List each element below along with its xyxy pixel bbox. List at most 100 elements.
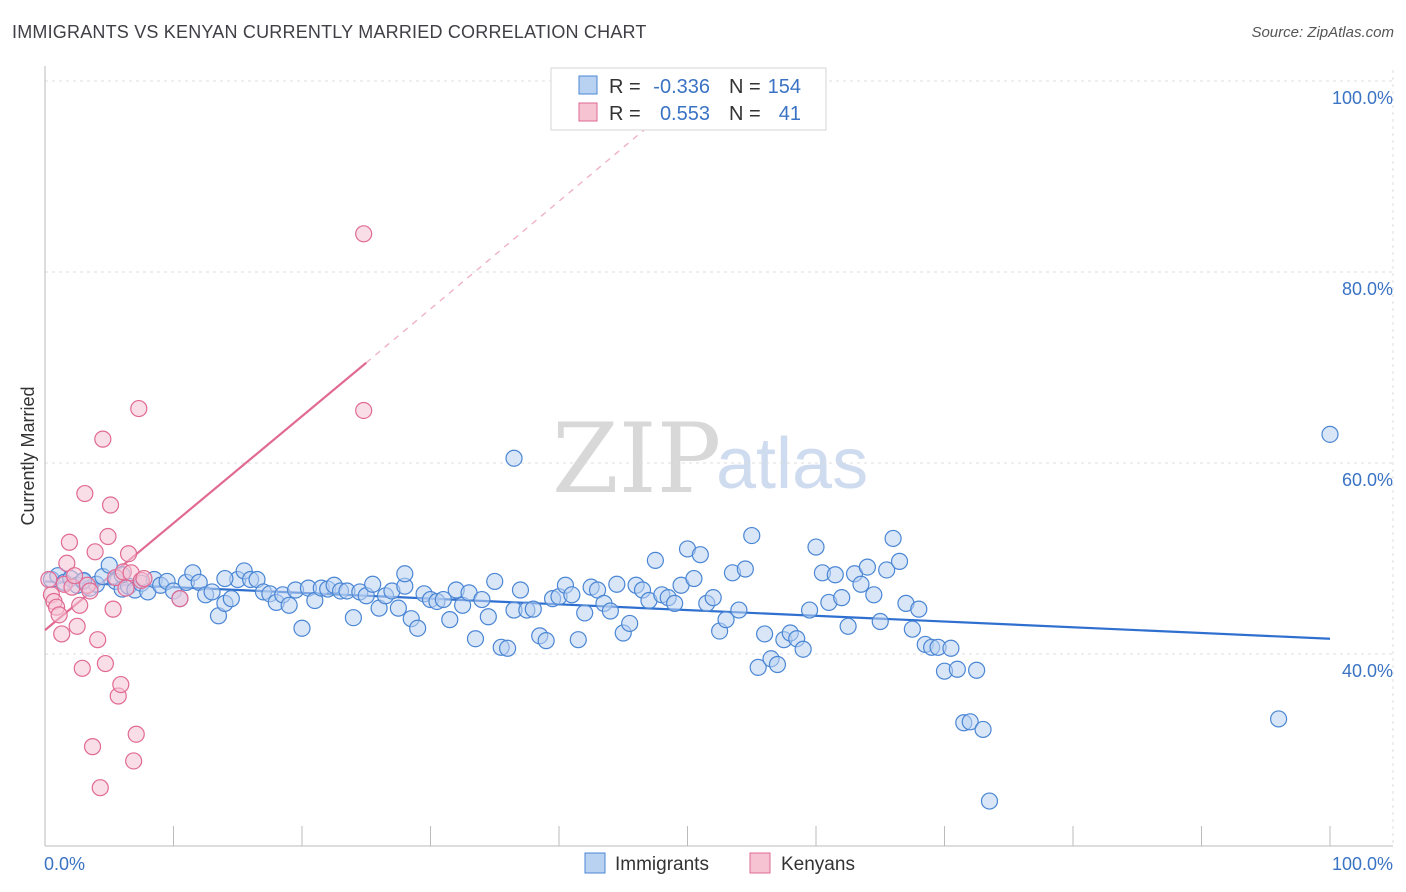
point-immigrants-28	[222, 590, 240, 608]
point-immigrants-122	[826, 566, 844, 584]
legend-r-label-2: R =	[609, 103, 641, 125]
legend-r-value-1: -0.336	[653, 76, 710, 98]
point-kenyans-24	[101, 496, 120, 514]
trend-layer	[44, 125, 1331, 640]
point-immigrants-101	[691, 546, 709, 564]
point-immigrants-68	[479, 608, 497, 626]
source-credit: Source: ZipAtlas.com	[1251, 24, 1394, 41]
point-immigrants-111	[755, 625, 774, 643]
point-immigrants-135	[910, 600, 928, 618]
point-kenyans-21	[94, 430, 112, 448]
point-immigrants-140	[942, 639, 960, 657]
point-kenyans-38	[171, 590, 189, 608]
point-immigrants-148	[1269, 710, 1288, 728]
point-immigrants-123	[833, 589, 851, 607]
point-immigrants-39	[293, 619, 311, 637]
point-immigrants-105	[717, 611, 735, 629]
point-immigrants-90	[621, 614, 639, 633]
point-kenyans-35	[130, 399, 148, 418]
point-kenyans-12	[71, 596, 89, 614]
point-immigrants-110	[749, 658, 767, 676]
y-tick-label-60: 60.0%	[1342, 470, 1393, 490]
point-kenyans-25	[104, 600, 122, 618]
point-immigrants-131	[884, 529, 902, 548]
point-immigrants-54	[389, 599, 407, 617]
points-layer	[40, 225, 1339, 810]
legend-n-label-1: N =	[729, 76, 761, 98]
trend-line-kenyans-extension	[365, 125, 650, 364]
point-kenyans-8	[60, 533, 79, 551]
point-immigrants-50	[364, 575, 382, 593]
point-immigrants-73	[511, 581, 530, 599]
point-immigrants-94	[646, 551, 664, 570]
point-kenyans-17	[83, 738, 102, 756]
point-immigrants-107	[730, 601, 748, 619]
point-immigrants-71	[499, 639, 517, 657]
point-immigrants-145	[974, 720, 992, 739]
point-kenyans-0	[40, 570, 58, 589]
legend-n-value-2: 41	[779, 103, 801, 125]
point-immigrants-100	[685, 569, 703, 588]
legend-n-label-2: N =	[729, 103, 761, 125]
point-immigrants-108	[736, 560, 754, 578]
point-immigrants-132	[890, 552, 909, 570]
point-kenyans-34	[127, 725, 145, 743]
point-kenyans-39	[355, 401, 373, 420]
point-immigrants-130	[878, 561, 896, 579]
point-immigrants-146	[980, 792, 999, 810]
point-kenyans-40	[355, 225, 373, 243]
point-immigrants-69	[486, 572, 504, 591]
point-kenyans-16	[81, 582, 99, 600]
point-immigrants-83	[576, 604, 594, 622]
point-immigrants-47	[344, 609, 362, 627]
legend-n-value-1: 154	[768, 76, 801, 98]
point-immigrants-57	[409, 619, 427, 637]
y-tick-label-80: 80.0%	[1342, 279, 1393, 299]
point-immigrants-88	[608, 575, 626, 593]
legend-r-label-1: R =	[609, 76, 641, 98]
point-kenyans-20	[91, 779, 109, 797]
point-immigrants-109	[743, 526, 761, 545]
point-kenyans-19	[89, 631, 107, 649]
point-immigrants-143	[961, 713, 979, 731]
point-kenyans-11	[68, 617, 86, 635]
point-immigrants-119	[807, 538, 825, 556]
legend-swatch-immigrants	[578, 75, 598, 95]
point-immigrants-81	[563, 586, 581, 604]
point-kenyans-30	[117, 579, 135, 597]
point-immigrants-124	[839, 617, 857, 635]
point-kenyans-7	[58, 554, 76, 572]
point-kenyans-18	[86, 543, 104, 561]
y-axis-label: Currently Married	[18, 386, 38, 525]
point-immigrants-152	[216, 569, 234, 588]
point-kenyans-13	[73, 659, 91, 677]
legend-r-value-2: 0.553	[660, 103, 710, 125]
point-immigrants-67	[473, 590, 491, 609]
legend-swatch-kenyans	[578, 102, 598, 122]
chart-title: IMMIGRANTS VS KENYAN CURRENTLY MARRIED C…	[12, 22, 647, 42]
point-immigrants-82	[569, 631, 587, 649]
series-legend: Immigrants Kenyans	[584, 852, 855, 875]
point-kenyans-37	[135, 569, 153, 588]
watermark-zip: ZIP	[552, 403, 721, 515]
point-immigrants-113	[768, 655, 787, 674]
point-immigrants-66	[466, 630, 485, 648]
point-kenyans-14	[76, 484, 94, 503]
point-immigrants-127	[858, 558, 877, 576]
y-tick-label-40: 40.0%	[1342, 661, 1393, 681]
point-immigrants-126	[852, 575, 870, 593]
x-tick-label-end: 100.0%	[1332, 854, 1393, 874]
point-immigrants-149	[1321, 425, 1339, 443]
point-kenyans-10	[65, 567, 84, 585]
point-immigrants-25	[203, 583, 221, 601]
point-immigrants-129	[871, 612, 889, 631]
point-immigrants-75	[524, 600, 542, 618]
point-immigrants-62	[441, 611, 459, 629]
point-immigrants-118	[800, 601, 819, 619]
point-kenyans-22	[96, 654, 114, 673]
point-immigrants-97	[666, 594, 684, 612]
point-immigrants-37	[280, 596, 298, 614]
point-immigrants-153	[396, 565, 414, 583]
point-kenyans-28	[112, 675, 130, 694]
